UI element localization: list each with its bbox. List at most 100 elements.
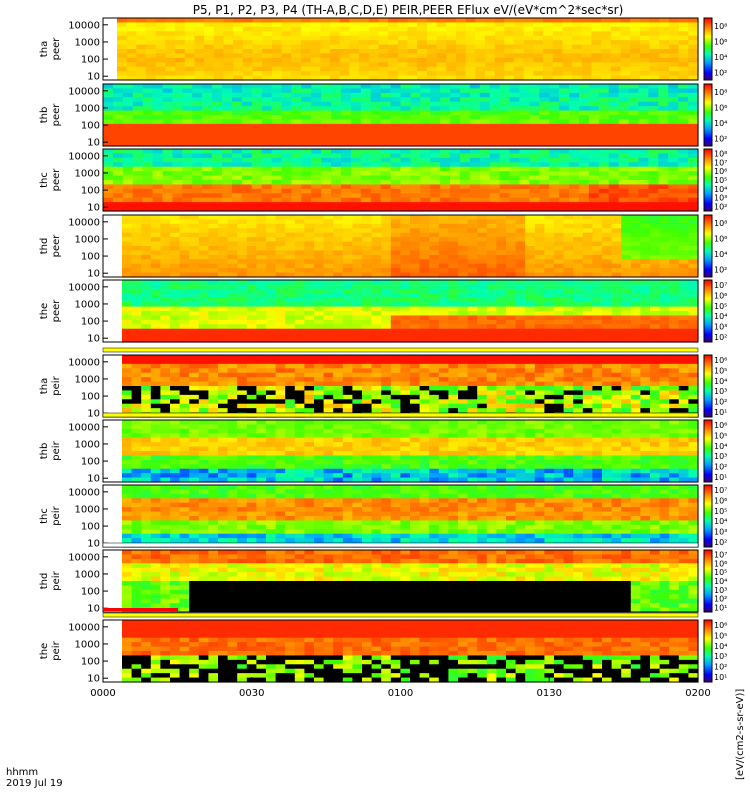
heatmap-cell	[419, 250, 430, 256]
heatmap-cell	[281, 88, 293, 94]
heatmap-cell	[460, 84, 471, 90]
heatmap-cell	[489, 197, 501, 203]
heatmap-cell	[543, 66, 554, 72]
heatmap-cell	[598, 166, 610, 172]
heatmap-cell	[160, 319, 171, 325]
heatmap-cell	[688, 319, 699, 325]
heatmap-cell	[160, 372, 171, 378]
heatmap-cell	[266, 297, 277, 303]
heatmap-cell	[410, 228, 421, 234]
heatmap-cell	[668, 22, 680, 28]
heatmap-cell	[608, 184, 620, 190]
heatmap-cell	[582, 319, 593, 325]
heatmap-cell	[630, 44, 641, 50]
heatmap-cell	[246, 386, 257, 392]
heatmap-cell	[208, 311, 219, 317]
heatmap-cell	[430, 149, 441, 155]
heatmap-cell	[227, 237, 238, 243]
heatmap-cell	[122, 219, 133, 225]
heatmap-cell	[544, 333, 555, 339]
heatmap-cell	[246, 399, 257, 405]
heatmap-cell	[688, 228, 699, 234]
heatmap-cell	[170, 232, 181, 238]
heatmap-cell	[241, 206, 253, 212]
heatmap-cell	[504, 66, 515, 72]
heatmap-cell	[484, 71, 496, 77]
heatmap-cell	[573, 223, 584, 229]
heatmap-cell	[618, 197, 630, 203]
heatmap-cell	[242, 26, 254, 32]
heatmap-cell	[152, 202, 164, 208]
heatmap-cell	[525, 237, 536, 243]
heatmap-cell	[202, 97, 213, 103]
heatmap-cell	[572, 57, 583, 63]
heatmap-cell	[179, 408, 190, 414]
heatmap-cell	[440, 193, 451, 199]
heatmap-cell	[300, 62, 312, 68]
heatmap-cell	[628, 157, 640, 163]
heatmap-cell	[390, 202, 402, 208]
heatmap-cell	[311, 106, 322, 112]
heatmap-cell	[420, 92, 431, 98]
heatmap-cell	[515, 237, 526, 243]
heatmap-cell	[608, 162, 620, 168]
heatmap-cell	[429, 232, 440, 238]
heatmap-cell	[562, 62, 573, 68]
heatmap-cell	[509, 202, 521, 208]
heatmap-cell	[426, 57, 438, 63]
heatmap-cell	[237, 232, 248, 238]
heatmap-cell	[212, 162, 223, 168]
heatmap-cell	[122, 88, 134, 94]
heatmap-cell	[179, 237, 190, 243]
heatmap-cell	[179, 246, 190, 252]
heatmap-cell	[628, 202, 640, 208]
heatmap-cell	[360, 97, 372, 103]
heatmap-cell	[294, 355, 305, 361]
heatmap-cell	[640, 263, 651, 269]
heatmap-cell	[160, 394, 171, 400]
heatmap-cell	[610, 40, 622, 46]
heatmap-cell	[533, 57, 544, 63]
heatmap-cell	[581, 53, 593, 59]
heatmap-cell	[165, 66, 176, 72]
heatmap-cell	[208, 372, 219, 378]
heatmap-cell	[362, 263, 373, 269]
heatmap-cell	[559, 175, 570, 181]
heatmap-cell	[688, 337, 699, 343]
heatmap-cell	[588, 153, 600, 159]
heatmap-cell	[430, 162, 441, 168]
heatmap-cell	[506, 297, 517, 303]
heatmap-cell	[479, 175, 491, 181]
heatmap-cell	[150, 228, 161, 234]
heatmap-cell	[227, 337, 238, 343]
heatmap-cell	[602, 337, 613, 343]
heatmap-cell	[523, 49, 534, 55]
colorbar-tick-label: 10⁴	[714, 185, 727, 194]
heatmap-cell	[352, 284, 363, 290]
heatmap-cell	[426, 31, 438, 37]
heatmap-cell	[323, 259, 334, 265]
heatmap-cell	[638, 110, 650, 116]
heatmap-cell	[227, 311, 238, 317]
heatmap-cell	[659, 232, 670, 238]
heatmap-cell	[525, 315, 536, 321]
heatmap-cell	[251, 141, 263, 147]
heatmap-cell	[539, 141, 550, 147]
heatmap-cell	[648, 193, 659, 199]
heatmap-cell	[381, 297, 392, 303]
heatmap-cell	[142, 162, 154, 168]
heatmap-cell	[256, 219, 267, 225]
heatmap-cell	[592, 319, 603, 325]
heatmap-cell	[678, 237, 689, 243]
heatmap-cell	[678, 101, 689, 107]
heatmap-cell	[202, 101, 213, 107]
heatmap-cell	[204, 26, 215, 32]
heatmap-cell	[192, 197, 203, 203]
heatmap-cell	[204, 49, 215, 55]
heatmap-cell	[198, 215, 209, 221]
heatmap-cell	[323, 359, 334, 365]
heatmap-cell	[630, 319, 641, 325]
heatmap-cell	[218, 272, 229, 278]
heatmap-cell	[251, 206, 263, 212]
heatmap-cell	[294, 403, 305, 409]
